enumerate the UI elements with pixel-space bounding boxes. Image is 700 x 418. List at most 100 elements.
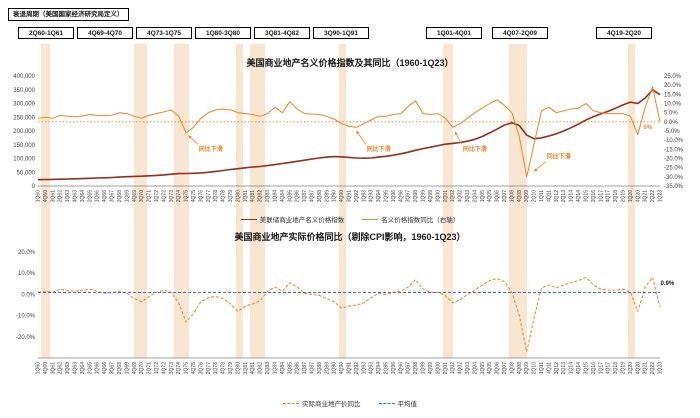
svg-text:2Q62: 2Q62 bbox=[58, 362, 64, 374]
svg-text:4Q96: 4Q96 bbox=[398, 190, 404, 202]
svg-text:2Q10: 2Q10 bbox=[532, 190, 538, 202]
svg-text:4Q69: 4Q69 bbox=[132, 190, 138, 202]
annotation-text: 同比下滑 bbox=[547, 153, 571, 161]
svg-text:2Q92: 2Q92 bbox=[354, 362, 360, 374]
svg-text:3Q88: 3Q88 bbox=[317, 362, 323, 374]
recession-definition-label: 衰退周期（美国国家经济研究局定义） bbox=[8, 8, 129, 21]
svg-text:2Q86: 2Q86 bbox=[295, 362, 301, 374]
svg-text:3Q97: 3Q97 bbox=[406, 362, 412, 374]
svg-text:3Q97: 3Q97 bbox=[406, 190, 412, 202]
legend-item-index: 美联储商业地产名义价格指数 bbox=[240, 214, 345, 224]
svg-text:1Q05: 1Q05 bbox=[480, 190, 486, 202]
svg-text:1Q69: 1Q69 bbox=[124, 362, 130, 374]
average-swatch-icon bbox=[378, 402, 395, 404]
svg-text:3Q85: 3Q85 bbox=[287, 362, 293, 374]
svg-text:1Q14: 1Q14 bbox=[569, 362, 575, 374]
svg-text:3Q06: 3Q06 bbox=[495, 362, 501, 374]
svg-text:4Q87: 4Q87 bbox=[310, 362, 316, 374]
svg-text:0.0%: 0.0% bbox=[664, 120, 678, 126]
svg-text:3Q15: 3Q15 bbox=[584, 362, 590, 374]
svg-text:4Q72: 4Q72 bbox=[161, 190, 167, 202]
svg-text:1Q93: 1Q93 bbox=[361, 362, 367, 374]
svg-text:4Q81: 4Q81 bbox=[250, 190, 256, 202]
svg-text:3Q09: 3Q09 bbox=[524, 362, 530, 374]
legend-label-index: 美联储商业地产名义价格指数 bbox=[259, 217, 345, 224]
recession-period-box: 4Q69-4Q70 bbox=[77, 27, 133, 39]
annotation-arrow-icon bbox=[188, 135, 199, 145]
x-axis-labels: 1Q60 4Q60 3Q61 2Q62 1Q63 4Q63 3Q64 2Q65 1Q66 4Q66… bbox=[36, 190, 664, 202]
svg-text:4Q69: 4Q69 bbox=[132, 362, 138, 374]
svg-text:4Q90: 4Q90 bbox=[339, 362, 345, 374]
y-axis-right-labels: 25.0% 20.0% 15.0% 10.0% 5.0% 0.0% -5.0% -10.0% -… bbox=[664, 74, 684, 190]
svg-text:-20.0%: -20.0% bbox=[16, 335, 36, 341]
svg-text:3Q91: 3Q91 bbox=[347, 362, 353, 374]
svg-text:2Q71: 2Q71 bbox=[147, 362, 153, 374]
recession-band bbox=[250, 44, 266, 358]
svg-text:2Q80: 2Q80 bbox=[235, 190, 241, 202]
svg-text:3Q70: 3Q70 bbox=[139, 362, 145, 374]
svg-text:2Q77: 2Q77 bbox=[206, 362, 212, 374]
svg-text:4Q11: 4Q11 bbox=[546, 362, 552, 374]
svg-text:3Q88: 3Q88 bbox=[317, 190, 323, 202]
recession-period-box: 1Q80-3Q80 bbox=[195, 27, 251, 39]
series-line-1 bbox=[37, 86, 661, 178]
svg-text:4Q75: 4Q75 bbox=[191, 190, 197, 202]
svg-text:2Q98: 2Q98 bbox=[413, 190, 419, 202]
svg-text:200,000: 200,000 bbox=[13, 129, 35, 135]
svg-text:2Q89: 2Q89 bbox=[324, 362, 330, 374]
svg-text:2Q77: 2Q77 bbox=[206, 190, 212, 202]
svg-text:1Q96: 1Q96 bbox=[391, 190, 397, 202]
svg-text:0.0%: 0.0% bbox=[21, 292, 35, 298]
recession-period-boxes: 2Q60-1Q61 4Q69-4Q70 4Q73-1Q75 1Q80-3Q80 3Q81… bbox=[0, 27, 700, 40]
annotation-arrow-icon bbox=[356, 130, 366, 145]
svg-text:3Q73: 3Q73 bbox=[169, 362, 175, 374]
svg-text:2Q07: 2Q07 bbox=[502, 362, 508, 374]
svg-text:1Q08: 1Q08 bbox=[509, 190, 515, 202]
svg-text:3Q79: 3Q79 bbox=[228, 190, 234, 202]
svg-text:3Q85: 3Q85 bbox=[287, 190, 293, 202]
recession-period-box: 3Q90-1Q91 bbox=[313, 27, 369, 39]
svg-text:1Q05: 1Q05 bbox=[480, 362, 486, 374]
chart1-legend: 美联储商业地产名义价格指数 名义价格指数同比（右轴） bbox=[0, 214, 700, 224]
svg-text:2Q62: 2Q62 bbox=[58, 190, 64, 202]
svg-text:2Q22: 2Q22 bbox=[650, 362, 656, 374]
svg-text:4Q08: 4Q08 bbox=[517, 362, 523, 374]
svg-text:4Q90: 4Q90 bbox=[339, 190, 345, 202]
svg-text:1Q93: 1Q93 bbox=[361, 190, 367, 202]
svg-text:300,000: 300,000 bbox=[13, 102, 35, 108]
svg-text:-30.0%: -30.0% bbox=[664, 175, 684, 181]
svg-text:-10.0%: -10.0% bbox=[16, 314, 36, 320]
svg-text:-15.0%: -15.0% bbox=[664, 147, 684, 153]
series-line-0 bbox=[37, 276, 661, 353]
yoy-line-swatch-icon bbox=[362, 218, 379, 220]
recession-period-box: 1Q01-4Q01 bbox=[426, 27, 482, 39]
svg-text:25.0%: 25.0% bbox=[664, 74, 682, 80]
annotation-text: 同比下滑 bbox=[463, 145, 487, 153]
svg-text:3Q82: 3Q82 bbox=[258, 190, 264, 202]
svg-text:2Q07: 2Q07 bbox=[502, 190, 508, 202]
svg-text:4Q93: 4Q93 bbox=[369, 190, 375, 202]
svg-text:-5.0%: -5.0% bbox=[664, 129, 680, 135]
svg-text:2Q19: 2Q19 bbox=[621, 190, 627, 202]
annotation-arrow-icon bbox=[533, 161, 547, 172]
svg-text:2Q71: 2Q71 bbox=[147, 190, 153, 202]
svg-text:3Q67: 3Q67 bbox=[110, 190, 116, 202]
svg-text:1Q90: 1Q90 bbox=[332, 362, 338, 374]
svg-text:4Q02: 4Q02 bbox=[458, 190, 464, 202]
svg-text:1Q81: 1Q81 bbox=[243, 190, 249, 202]
svg-text:4Q78: 4Q78 bbox=[221, 190, 227, 202]
svg-text:3Q94: 3Q94 bbox=[376, 190, 382, 202]
recession-band bbox=[509, 44, 527, 358]
svg-text:2Q95: 2Q95 bbox=[384, 190, 390, 202]
recession-band bbox=[134, 44, 147, 358]
index-line-swatch-icon bbox=[240, 218, 257, 220]
svg-text:3Q12: 3Q12 bbox=[554, 190, 560, 202]
svg-text:4Q99: 4Q99 bbox=[428, 362, 434, 374]
svg-text:4Q17: 4Q17 bbox=[606, 362, 612, 374]
svg-text:2Q68: 2Q68 bbox=[117, 362, 123, 374]
chart2-legend: 实际商业地产价同比 平均值 bbox=[0, 398, 700, 408]
svg-text:1Q75: 1Q75 bbox=[184, 190, 190, 202]
svg-text:2Q89: 2Q89 bbox=[324, 190, 330, 202]
recession-band bbox=[173, 44, 189, 358]
